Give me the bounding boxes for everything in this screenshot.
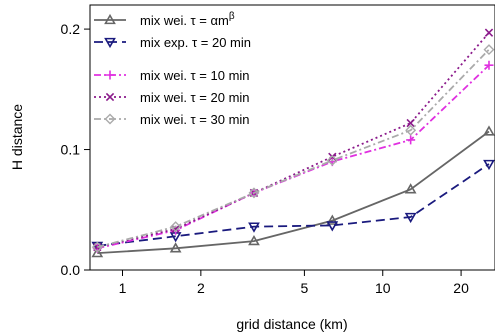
data-point bbox=[484, 28, 494, 37]
series-line bbox=[97, 64, 490, 250]
legend-item: mix wei. τ = αmβ bbox=[94, 11, 235, 28]
y-tick-label: 0.2 bbox=[61, 21, 81, 37]
plot-frame bbox=[89, 4, 495, 271]
legend-label: mix exp. τ = 20 min bbox=[140, 35, 251, 50]
data-point bbox=[248, 222, 260, 233]
data-point bbox=[483, 159, 495, 171]
series-line bbox=[97, 32, 490, 248]
data-point bbox=[104, 13, 116, 25]
x-tick-label: 10 bbox=[375, 280, 391, 296]
data-point bbox=[170, 221, 182, 233]
legend-item: mix wei. τ = 10 min bbox=[94, 68, 250, 83]
series bbox=[93, 28, 494, 252]
x-tick-label: 5 bbox=[301, 280, 309, 296]
y-axis-label: H distance bbox=[9, 104, 25, 170]
data-point bbox=[91, 247, 104, 258]
series-line bbox=[97, 163, 490, 247]
data-point bbox=[326, 221, 339, 232]
legend: mix wei. τ = αmβ mix exp. τ = 20 min mix w… bbox=[94, 11, 251, 127]
data-point bbox=[91, 241, 103, 253]
data-point bbox=[484, 60, 494, 70]
series-group bbox=[91, 28, 495, 258]
data-point bbox=[483, 44, 495, 56]
series bbox=[91, 125, 495, 258]
legend-label: mix wei. τ = αmβ bbox=[140, 11, 235, 28]
legend-label: mix wei. τ = 20 min bbox=[140, 90, 250, 105]
series-line bbox=[97, 130, 490, 255]
data-point bbox=[104, 37, 116, 49]
data-point bbox=[326, 154, 338, 166]
legend-item: mix exp. τ = 20 min bbox=[94, 35, 251, 50]
series bbox=[91, 44, 495, 253]
legend-label: mix wei. τ = 30 min bbox=[140, 112, 250, 127]
tick-marks bbox=[84, 28, 462, 276]
data-point bbox=[105, 92, 115, 102]
data-point bbox=[406, 118, 415, 128]
x-tick-label: 2 bbox=[197, 280, 205, 296]
legend-item: mix wei. τ = 30 min bbox=[94, 112, 250, 127]
x-tick-label: 20 bbox=[453, 280, 469, 296]
legend-item: mix wei. τ = 20 min bbox=[94, 90, 250, 105]
data-point bbox=[248, 187, 260, 199]
x-axis-label: grid distance (km) bbox=[236, 316, 347, 332]
data-point bbox=[405, 124, 417, 136]
y-tick-label: 0.0 bbox=[61, 262, 81, 278]
x-tick-label: 1 bbox=[119, 280, 127, 296]
data-point bbox=[406, 135, 416, 145]
data-point bbox=[404, 183, 417, 194]
data-point bbox=[483, 125, 495, 136]
data-point bbox=[326, 214, 339, 225]
y-tick-label: 0.1 bbox=[61, 142, 81, 158]
data-point bbox=[248, 234, 260, 246]
data-point bbox=[404, 212, 417, 224]
tick-labels: 1 2 5 10 20 0.0 0.1 0.2 bbox=[61, 21, 470, 296]
data-point bbox=[169, 242, 182, 253]
data-point bbox=[105, 70, 115, 80]
legend-label: mix wei. τ = 10 min bbox=[140, 68, 250, 83]
data-point bbox=[104, 113, 116, 125]
